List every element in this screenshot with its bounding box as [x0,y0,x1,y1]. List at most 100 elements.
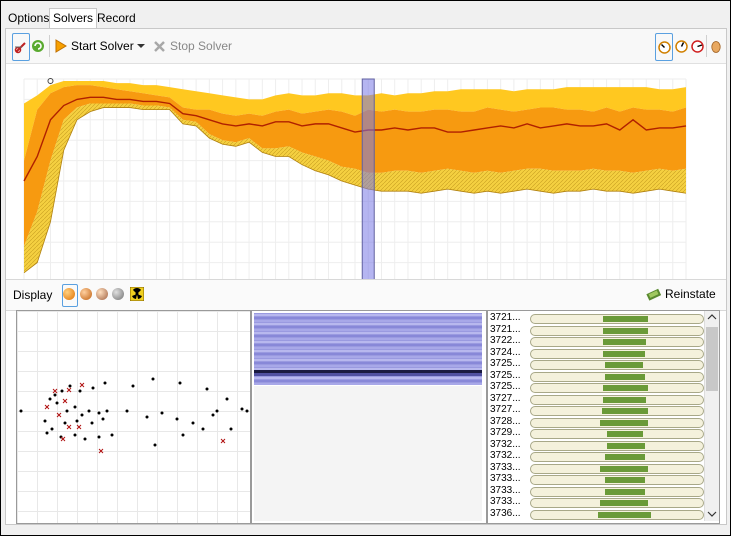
population-dot [103,381,107,385]
link-tool-button[interactable] [12,33,30,61]
refresh-icon [32,40,44,52]
list-item-range-track [530,417,704,428]
start-solver-dropdown[interactable] [137,33,147,59]
list-item-label: 3732... [490,450,521,461]
list-item[interactable]: 3732... [488,439,704,451]
tab-options[interactable]: Options [8,11,50,25]
population-dot [73,433,77,437]
brown-ball-icon[interactable] [96,288,108,300]
list-item[interactable]: 3721... [488,312,704,324]
heatmap [254,313,482,521]
list-item[interactable]: 3733... [488,462,704,474]
selected-x-mark [44,404,50,410]
population-dot [240,407,244,411]
reinstate-button[interactable]: Reinstate [646,287,716,301]
radiation-icon[interactable] [130,287,144,301]
heatmap-row [254,347,482,349]
scroll-up-icon[interactable] [707,314,717,320]
heatmap-row [254,314,482,316]
population-dot [97,411,101,415]
gray-ball-icon[interactable] [112,288,124,300]
list-item[interactable]: 3724... [488,346,704,359]
heatmap-row [254,380,482,382]
list-item[interactable]: 3727... [488,392,704,405]
series-outer-lower-line [23,107,687,274]
population-dot [80,413,84,417]
orange-ball-icon[interactable] [63,288,75,300]
start-solver-button[interactable]: Start Solver [55,33,134,59]
population-dot [229,427,233,431]
list-item[interactable]: 3736... [488,508,704,520]
egg-button[interactable] [710,33,722,59]
list-item-range-fill [601,408,648,414]
population-dot [101,417,105,421]
orange-gray-ball-icon[interactable] [80,288,92,300]
solver-progress-chart[interactable]: 0123456789101214161820222426283032343638… [16,63,719,303]
population-dot [73,405,77,409]
list-item[interactable]: 3733... [488,484,704,497]
stop-solver-button[interactable]: Stop Solver [153,33,232,59]
list-item-range-fill [603,350,645,357]
list-item[interactable]: 3725... [488,358,704,370]
list-item-label: 3721... [490,323,521,335]
population-dot [178,381,182,385]
population-dot [65,409,69,413]
list-item-label: 3727... [490,392,521,404]
heatmap-row [254,373,482,376]
list-item-label: 3722... [490,335,521,346]
population-dot [48,397,52,401]
list-item-range-track [530,314,704,324]
population-dot [78,389,82,393]
population-list-rows: 3721... 3721... 3722... 3724... 3725... 3725.… [488,311,704,523]
display-bar: Display Reinstate [6,279,726,311]
speed-fast-button[interactable] [690,33,704,59]
tab-record[interactable]: Record [97,11,136,25]
selected-x-mark [76,424,82,430]
speed-medium-button[interactable] [674,33,688,59]
speed-slow-button[interactable] [655,33,673,61]
list-item[interactable]: 3727... [488,404,704,416]
list-item[interactable]: 3722... [488,335,704,347]
scatter-plot [19,377,249,454]
list-item[interactable]: 3725... [488,369,704,382]
heatmap-row [254,362,482,364]
display-label: Display [13,288,53,302]
display-mode-1-selected[interactable] [62,284,78,307]
list-item[interactable]: 3733... [488,473,704,485]
population-list[interactable]: 3721... 3721... 3722... 3724... 3725... 3725.… [487,310,720,524]
list-item-label: 3724... [490,346,521,358]
population-dot [225,397,229,401]
heatmap-row [254,323,482,325]
list-item-range-track [530,325,704,336]
list-item-range-fill [603,316,648,322]
heatmap-pane[interactable] [251,310,487,524]
list-item[interactable]: 3728... [488,416,704,428]
series-mean-line [23,96,687,182]
link-icon [14,42,26,54]
reinstate-icon [646,288,662,301]
list-item-range-track [530,429,704,439]
list-item-range-fill [603,396,647,403]
selected-generation-bar[interactable] [361,78,375,284]
scatter-pane[interactable] [16,310,251,524]
scroll-down-icon[interactable] [707,511,717,517]
tab-solvers[interactable]: Solvers [49,8,98,29]
list-item[interactable]: 3725... [488,381,704,393]
refresh-button[interactable] [31,33,45,59]
list-item-range-track [530,394,704,405]
population-dot [83,437,87,441]
list-item[interactable]: 3733... [488,496,704,508]
list-item-range-track [530,498,704,508]
list-item-range-fill [604,362,643,368]
list-item-range-fill [603,327,648,334]
list-item-label: 3733... [490,484,521,496]
list-scrollbar[interactable] [704,311,719,521]
list-item-range-fill [606,442,645,449]
list-item-label: 3725... [490,381,521,392]
list-item[interactable]: 3721... [488,323,704,336]
list-item[interactable]: 3732... [488,450,704,462]
list-item[interactable]: 3729... [488,427,704,439]
scroll-thumb[interactable] [706,327,718,391]
list-item-label: 3725... [490,369,521,381]
heatmap-row [254,317,482,319]
